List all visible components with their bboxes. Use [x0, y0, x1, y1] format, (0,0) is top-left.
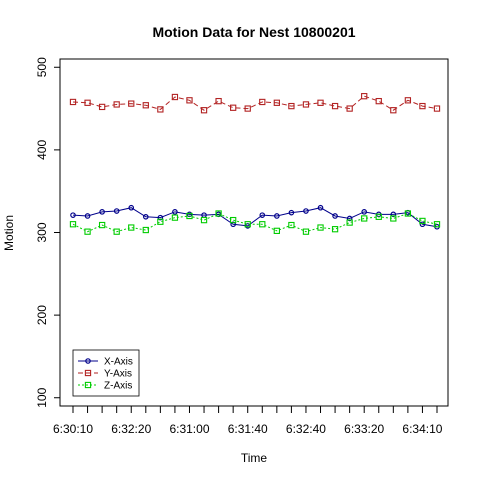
data-point [317, 99, 324, 106]
data-point [171, 93, 179, 101]
y-tick-label: 100 [35, 387, 49, 407]
y-tick-label: 400 [35, 140, 49, 160]
y-tick-label: 200 [35, 305, 49, 325]
data-point [346, 105, 353, 112]
data-point [113, 228, 120, 235]
data-point [302, 228, 310, 235]
data-point [84, 213, 91, 219]
data-point [200, 216, 208, 224]
series-line-z-axis [72, 212, 438, 233]
data-point [259, 212, 266, 218]
data-point [84, 381, 92, 389]
data-point [230, 216, 237, 224]
x-tick-label: 6:31:40 [228, 422, 268, 436]
data-point [390, 215, 397, 222]
data-point [433, 221, 441, 228]
plot-area: 100 200 300 400 500 6:30:10 6:32:20 6:31:00 6:31… [35, 57, 449, 436]
data-point [390, 107, 397, 114]
data-point [273, 227, 280, 234]
y-tick-label: 500 [35, 57, 49, 77]
data-point [142, 226, 149, 234]
data-point [186, 212, 193, 220]
data-point [303, 208, 309, 214]
data-point [375, 213, 382, 220]
data-point [215, 210, 222, 217]
data-point [113, 208, 120, 214]
data-point [259, 98, 266, 106]
data-point [404, 97, 412, 104]
data-point [375, 97, 382, 105]
x-tick-label: 6:32:40 [286, 422, 326, 436]
data-point [98, 221, 106, 229]
data-point [84, 228, 91, 235]
data-point [332, 213, 338, 219]
data-point [172, 209, 178, 215]
data-point [230, 104, 237, 111]
data-point [171, 214, 179, 221]
data-point [302, 101, 310, 108]
chart-title: Motion Data for Nest 10800201 [152, 24, 355, 40]
data-point [273, 99, 280, 106]
data-point [128, 224, 135, 231]
y-tick-label: 300 [35, 222, 49, 242]
data-point [274, 213, 280, 219]
data-point [128, 204, 135, 211]
data-point [259, 221, 266, 228]
data-point [215, 97, 222, 105]
x-tick-label: 6:33:20 [344, 422, 384, 436]
data-point [142, 102, 149, 109]
data-point [186, 97, 193, 104]
data-point [288, 221, 295, 229]
data-point [419, 217, 426, 225]
data-point [331, 102, 339, 110]
data-point [317, 224, 324, 231]
data-point [157, 214, 164, 221]
data-point [200, 107, 208, 114]
data-point [113, 101, 120, 108]
x-tick-label: 6:32:20 [111, 422, 151, 436]
data-point [99, 209, 105, 215]
x-tick-label: 6:31:00 [169, 422, 209, 436]
data-point [70, 212, 76, 218]
data-point [244, 105, 251, 112]
data-point [84, 99, 91, 106]
data-point [433, 105, 441, 112]
legend-label: X-Axis [104, 357, 133, 368]
data-point [157, 106, 164, 113]
legend-label: Z-Axis [104, 381, 132, 392]
data-point [361, 209, 368, 215]
data-point [230, 221, 236, 228]
data-point [346, 219, 353, 226]
data-point [157, 218, 164, 225]
data-point [419, 221, 426, 228]
legend-box [72, 349, 140, 397]
data-point [361, 215, 368, 222]
data-point [361, 93, 368, 100]
x-axis-label: Time [241, 451, 268, 465]
data-point [128, 100, 135, 107]
data-point [288, 102, 295, 110]
data-point [69, 98, 77, 106]
x-tick-label: 6:30:10 [53, 422, 93, 436]
x-tick-label: 6:34:10 [402, 422, 442, 436]
data-point [404, 210, 412, 217]
data-point [317, 204, 324, 211]
data-point [419, 102, 426, 110]
y-axis-label: Motion [2, 215, 16, 251]
data-point [98, 103, 106, 111]
series-line-y-axis [72, 95, 438, 111]
data-point [69, 221, 77, 228]
data-point [84, 369, 92, 377]
data-point [331, 226, 339, 233]
legend-label: Y-Axis [104, 369, 132, 380]
data-point [346, 215, 353, 222]
data-point [143, 214, 149, 220]
data-point [390, 211, 397, 218]
data-point [244, 221, 251, 228]
data-point [85, 358, 91, 364]
data-point [288, 209, 295, 216]
